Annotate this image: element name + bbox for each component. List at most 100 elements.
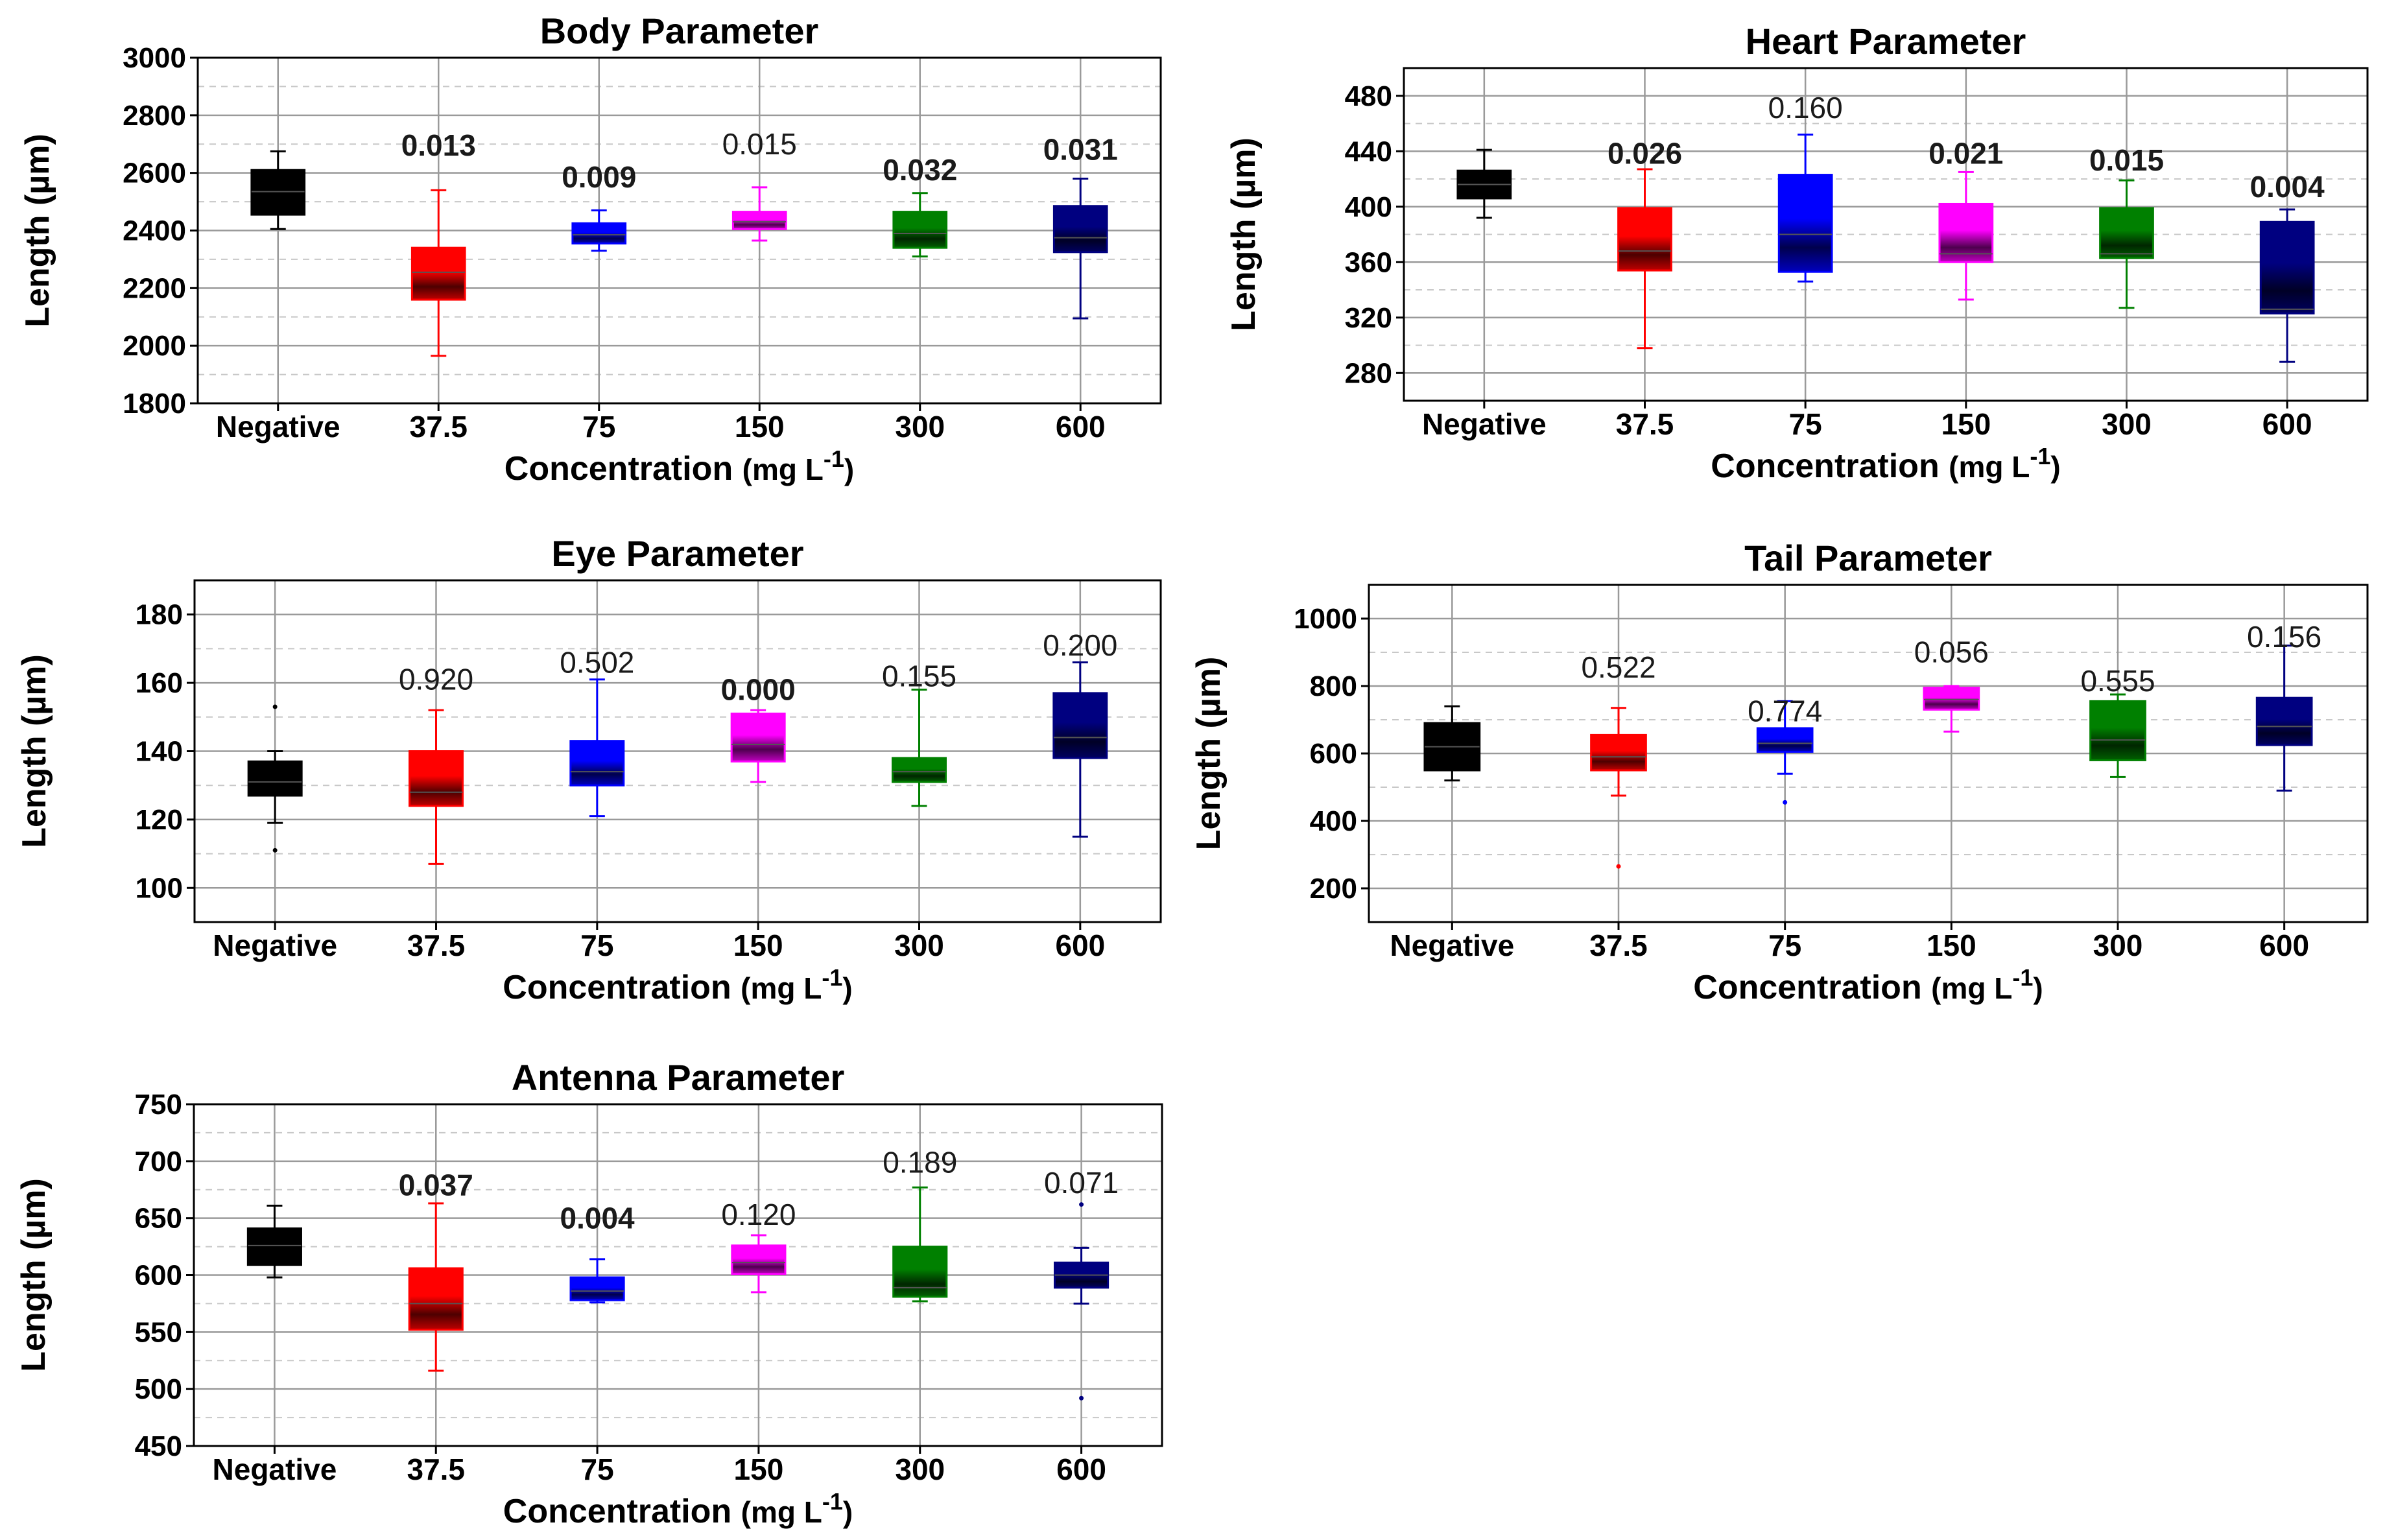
x-axis-label: Concentration (mg L-1): [1711, 443, 2060, 485]
y-tick-label: 2600: [123, 158, 186, 189]
p-value-label: 0.200: [1043, 628, 1117, 662]
box-iqr: [892, 757, 947, 783]
p-value-label: 0.920: [399, 663, 473, 696]
box-600: [1052, 178, 1108, 320]
y-tick-label: 750: [135, 1089, 182, 1120]
x-axis-label: Concentration (mg L-1): [503, 1488, 853, 1530]
x-tick-label: Negative: [1422, 407, 1547, 441]
box-iqr: [731, 1244, 787, 1275]
y-tick-label: 600: [1310, 738, 1357, 770]
y-tick-label: 2800: [123, 100, 186, 132]
box-iqr: [246, 1227, 302, 1266]
x-tick-label: 37.5: [1589, 929, 1648, 962]
p-value-label: 0.031: [1043, 133, 1118, 167]
y-tick-label: 140: [136, 736, 183, 768]
p-value-label: 0.120: [721, 1198, 796, 1231]
x-tick-label: 75: [1789, 407, 1822, 441]
p-value-label: 0.502: [560, 645, 634, 679]
x-tick-label: 150: [1941, 407, 1991, 441]
chart-title: Antenna Parameter: [512, 1057, 845, 1098]
box-iqr: [247, 760, 303, 797]
outlier-point: [1783, 800, 1788, 805]
box-iqr: [410, 246, 466, 301]
p-value-label: 0.015: [722, 127, 797, 161]
x-tick-label: 37.5: [409, 410, 468, 444]
box-iqr: [1923, 687, 1980, 711]
x-tick-label: 37.5: [407, 929, 466, 962]
y-axis-label: Length (µm): [1190, 657, 1228, 851]
box-37.5: [409, 709, 464, 865]
y-tick-label: 500: [135, 1373, 182, 1405]
box-iqr: [1756, 727, 1814, 753]
plot-frame: [1403, 67, 2369, 402]
x-tick-label: 300: [2102, 407, 2152, 441]
x-tick-label: 600: [1056, 410, 1106, 444]
p-value-label: 0.774: [1748, 694, 1822, 728]
y-tick-label: 280: [1345, 357, 1392, 389]
p-value-label: 0.026: [1608, 136, 1682, 170]
x-axis-label: Concentration (mg L-1): [1693, 964, 2043, 1006]
p-value-label: 0.156: [2247, 620, 2321, 654]
chart-title: Body Parameter: [540, 10, 819, 51]
p-value-label: 0.021: [1928, 136, 2003, 170]
p-value-label: 0.037: [399, 1168, 473, 1202]
box-iqr: [2259, 220, 2315, 314]
x-tick-label: Negative: [213, 929, 337, 962]
y-tick-label: 2400: [123, 215, 186, 247]
outlier-point: [272, 847, 278, 853]
box-37.5: [408, 1202, 464, 1372]
box-150: [731, 186, 787, 242]
y-tick-label: 800: [1310, 670, 1357, 702]
box-600: [1054, 1246, 1109, 1305]
box-600: [1052, 661, 1108, 838]
p-value-label: 0.189: [883, 1145, 957, 1179]
x-tick-label: 75: [582, 410, 615, 444]
box-Negative: [247, 750, 303, 824]
box-iqr: [1052, 205, 1108, 254]
p-value-label: 0.056: [1914, 635, 1989, 669]
outlier-point: [1079, 1202, 1084, 1207]
p-value-label: 0.004: [2250, 170, 2325, 204]
box-150: [731, 1234, 787, 1294]
box-Negative: [1456, 148, 1512, 219]
heart-chart: 0.026 0.160 0.021 0.015 0.004 280 320 360 400 440…: [1225, 21, 2369, 485]
box-75: [569, 1258, 625, 1304]
box-Negative: [246, 1204, 302, 1279]
box-iqr: [1052, 692, 1108, 759]
x-tick-label: 300: [2093, 929, 2143, 962]
body-chart: 0.013 0.009 0.015 0.032 0.031 1800 2000 2200 240…: [19, 10, 1162, 488]
x-axis-label: Concentration (mg L-1): [503, 964, 852, 1006]
p-value-label: 0.071: [1044, 1166, 1119, 1200]
y-tick-label: 450: [135, 1430, 182, 1462]
box-75: [569, 678, 625, 818]
y-tick-label: 1000: [1294, 603, 1357, 635]
x-tick-label: Negative: [213, 1452, 337, 1486]
box-150: [1923, 685, 1980, 733]
x-tick-label: 300: [895, 410, 945, 444]
chart-title: Eye Parameter: [551, 533, 803, 574]
box-iqr: [571, 222, 627, 244]
y-axis-label: Length (µm): [1225, 137, 1263, 331]
box-150: [730, 709, 786, 783]
x-axis-label: Concentration (mg L-1): [504, 445, 854, 488]
x-tick-label: Negative: [1390, 929, 1514, 962]
x-tick-label: 75: [1768, 929, 1801, 962]
box-Negative: [250, 150, 306, 230]
y-tick-label: 3000: [123, 42, 186, 74]
box-300: [2099, 179, 2154, 309]
box-Negative: [1423, 705, 1481, 782]
x-tick-label: 150: [734, 1452, 784, 1486]
outlier-point: [1616, 864, 1621, 869]
x-tick-label: 75: [580, 929, 613, 962]
p-value-label: 0.555: [2080, 664, 2155, 698]
y-tick-label: 200: [1310, 873, 1357, 905]
p-value-label: 0.000: [721, 672, 796, 706]
p-value-label: 0.015: [2089, 143, 2164, 177]
box-37.5: [1617, 168, 1672, 349]
p-value-label: 0.032: [883, 153, 957, 187]
y-axis-label: Length (µm): [15, 1178, 53, 1372]
x-tick-label: 600: [1055, 929, 1105, 962]
box-37.5: [1590, 707, 1647, 797]
chart-title: Heart Parameter: [1746, 21, 2026, 62]
